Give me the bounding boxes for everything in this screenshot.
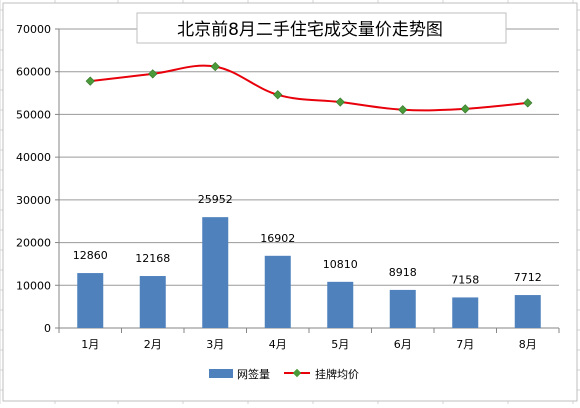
line-point [398, 105, 408, 115]
x-tick-label: 3月 [206, 338, 224, 351]
line-point [85, 76, 95, 86]
x-axis: 1月 2月 3月 4月 5月 6月 7月 8月 [58, 328, 560, 351]
line-series [85, 61, 533, 115]
y-tick-label: 10000 [16, 279, 51, 292]
bar [452, 297, 479, 328]
chart-title-box: 北京前8月二手住宅成交量价走势图 [136, 12, 507, 44]
legend-label-bar: 网签量 [237, 367, 270, 381]
x-tick-label: 1月 [81, 338, 99, 351]
x-tick-label: 7月 [456, 338, 474, 351]
chart-area [2, 2, 578, 402]
bar-value-label: 12168 [135, 252, 170, 265]
y-tick-label: 30000 [16, 194, 51, 207]
bar-data-labels: 12860 12168 25952 16902 10810 8918 7158 7712 [73, 193, 542, 286]
y-tick-label: 70000 [16, 23, 51, 36]
bar-value-label: 7712 [514, 271, 542, 284]
y-tick-label: 50000 [16, 108, 51, 121]
y-tick-label: 0 [44, 322, 51, 335]
bar [327, 281, 354, 328]
bar [77, 273, 104, 328]
legend-label-line: 挂牌均价 [315, 367, 359, 381]
bar-value-label: 8918 [389, 266, 417, 279]
x-tick-label: 5月 [331, 338, 349, 351]
legend: 网签量 挂牌均价 [209, 367, 359, 381]
bar-value-label: 25952 [198, 193, 233, 206]
bar [264, 255, 291, 328]
bar [139, 276, 166, 328]
line-point [273, 90, 283, 100]
bar-series [77, 217, 541, 328]
x-tick-label: 2月 [144, 338, 162, 351]
bar-value-label: 16902 [260, 232, 295, 245]
x-tick-label: 6月 [394, 338, 412, 351]
bar-value-label: 10810 [323, 258, 358, 271]
line-path [90, 64, 528, 112]
y-tick-label: 60000 [16, 66, 51, 79]
bar-value-label: 7158 [451, 273, 479, 286]
y-tick-label: 40000 [16, 151, 51, 164]
chart-title: 北京前8月二手住宅成交量价走势图 [177, 20, 443, 40]
legend-swatch-bar [209, 369, 233, 378]
title-frame [136, 12, 507, 44]
line-point [210, 61, 220, 72]
y-tick-label: 20000 [16, 237, 51, 250]
x-tick-label: 4月 [269, 338, 287, 351]
line-point [335, 97, 345, 107]
line-point [148, 69, 158, 79]
line-point [523, 98, 533, 108]
line-point [460, 104, 470, 114]
x-tick-label: 8月 [519, 338, 537, 351]
y-axis: 0 10000 20000 30000 40000 50000 60000 70000 [16, 23, 60, 335]
bar-value-label: 12860 [73, 249, 108, 262]
legend-marker [292, 368, 302, 378]
bar [514, 295, 541, 328]
bar [202, 217, 229, 328]
bar [389, 289, 416, 328]
